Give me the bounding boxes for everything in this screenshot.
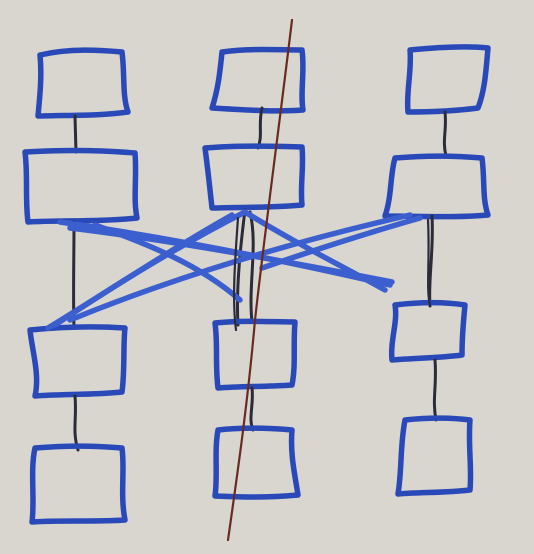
right-connector-1 (442, 110, 448, 158)
link-middle-to-left-b (45, 212, 235, 331)
middle-connector-3 (249, 386, 255, 432)
left-third-box (27, 324, 128, 399)
right-connector-3 (432, 358, 438, 422)
left-bottom-box (29, 443, 128, 525)
right-connector-2 (428, 214, 434, 308)
middle-top-box (209, 46, 306, 114)
link-right-to-middle (259, 215, 423, 271)
right-top-box (404, 44, 491, 115)
middle-connector-1 (256, 106, 264, 150)
link-right-to-left (67, 212, 413, 323)
link-left-to-middle (92, 222, 243, 303)
thin-line-right (426, 218, 432, 307)
middle-connector-2b (248, 210, 255, 324)
middle-second-box (202, 143, 306, 211)
thin-line-middle-left (232, 216, 240, 332)
left-column (22, 47, 140, 525)
right-second-box (382, 153, 491, 220)
middle-bottom-box (212, 425, 301, 500)
middle-connector-2a (235, 208, 247, 327)
left-connector-1 (73, 114, 78, 154)
middle-column (202, 46, 306, 500)
right-third-box (388, 300, 468, 363)
right-bottom-box (395, 415, 474, 497)
left-connector-3 (73, 394, 80, 452)
left-top-box (35, 47, 131, 119)
right-column (382, 44, 491, 497)
middle-third-box (212, 318, 298, 391)
left-second-box (22, 147, 140, 225)
cross-connections (45, 209, 423, 331)
red-slash-line (226, 18, 294, 542)
thin-dark-lines (232, 216, 432, 332)
